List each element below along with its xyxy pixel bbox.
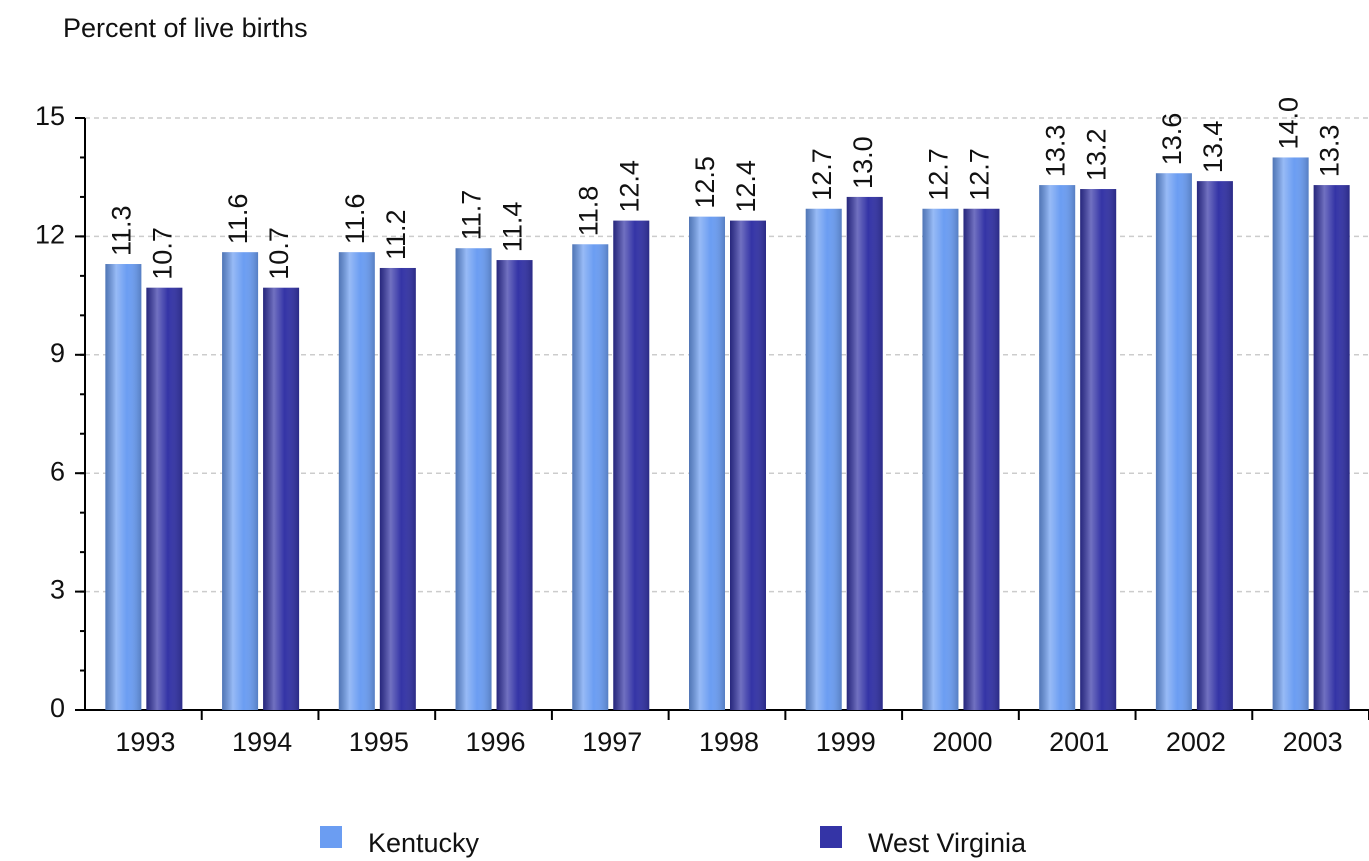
bar-shade	[846, 196, 883, 710]
legend-swatch	[820, 826, 842, 848]
value-label: 12.4	[614, 160, 644, 213]
bar-shade	[1155, 173, 1192, 711]
bar-shade	[730, 220, 766, 710]
bar-shade	[1039, 185, 1076, 711]
bar-shade	[963, 208, 1000, 711]
bar-shade	[105, 264, 142, 710]
y-tick-label: 15	[35, 101, 65, 131]
value-label: 11.8	[573, 186, 603, 237]
bar-shade	[922, 208, 959, 711]
x-tick-label: 2003	[1283, 727, 1343, 757]
bar-shade	[263, 287, 300, 710]
legend-label: West Virginia	[868, 828, 1027, 858]
x-tick-label: 1995	[349, 727, 409, 757]
value-label: 11.4	[498, 202, 528, 253]
bar-shade	[613, 220, 650, 710]
legend-label: Kentucky	[368, 828, 480, 858]
value-label: 11.3	[106, 205, 136, 256]
value-label: 12.7	[965, 148, 995, 201]
value-label: 12.4	[731, 160, 761, 213]
bar-shade	[1313, 185, 1350, 711]
value-label: 11.6	[340, 194, 370, 245]
bar-shade	[496, 260, 533, 710]
x-tick-label: 1993	[115, 727, 175, 757]
bar-shade	[1196, 181, 1233, 710]
x-tick-label: 2001	[1049, 727, 1109, 757]
bar-shade	[572, 244, 609, 710]
bar-shade	[1272, 157, 1309, 710]
value-label: 10.7	[147, 227, 177, 280]
value-label: 10.7	[264, 227, 294, 280]
bar-shade	[338, 252, 375, 711]
value-label: 12.5	[690, 156, 720, 209]
x-tick-label: 1999	[816, 727, 876, 757]
value-label: 13.3	[1315, 125, 1345, 178]
bar-shade	[689, 216, 725, 710]
bar-shade	[805, 208, 842, 711]
x-tick-label: 1996	[466, 727, 526, 757]
x-tick-label: 2000	[932, 727, 992, 757]
legend-swatch	[320, 826, 342, 848]
x-tick-label: 1997	[582, 727, 642, 757]
y-tick-label: 6	[50, 456, 65, 486]
value-label: 14.0	[1274, 97, 1304, 150]
x-tick-label: 1994	[232, 727, 292, 757]
value-label: 13.0	[848, 136, 878, 189]
bar-shade	[1080, 189, 1117, 711]
x-tick-label: 1998	[699, 727, 759, 757]
chart-title: Percent of live births	[63, 13, 308, 43]
value-label: 13.3	[1040, 125, 1070, 178]
value-label: 13.4	[1198, 121, 1228, 174]
value-label: 12.7	[807, 148, 837, 201]
value-label: 11.2	[381, 209, 411, 260]
bar-shade	[222, 252, 259, 711]
y-tick-label: 12	[35, 220, 65, 250]
bar-shade	[146, 287, 183, 710]
bar-shade	[455, 248, 492, 711]
x-tick-label: 2002	[1166, 727, 1226, 757]
value-label: 11.6	[223, 194, 253, 245]
y-tick-label: 3	[50, 575, 65, 605]
y-tick-label: 9	[50, 338, 65, 368]
y-tick-label: 0	[50, 693, 65, 723]
bar-shade	[379, 267, 416, 710]
value-label: 13.6	[1157, 113, 1187, 166]
value-label: 11.7	[457, 190, 487, 241]
value-label: 12.7	[924, 148, 954, 201]
value-label: 13.2	[1081, 128, 1111, 181]
